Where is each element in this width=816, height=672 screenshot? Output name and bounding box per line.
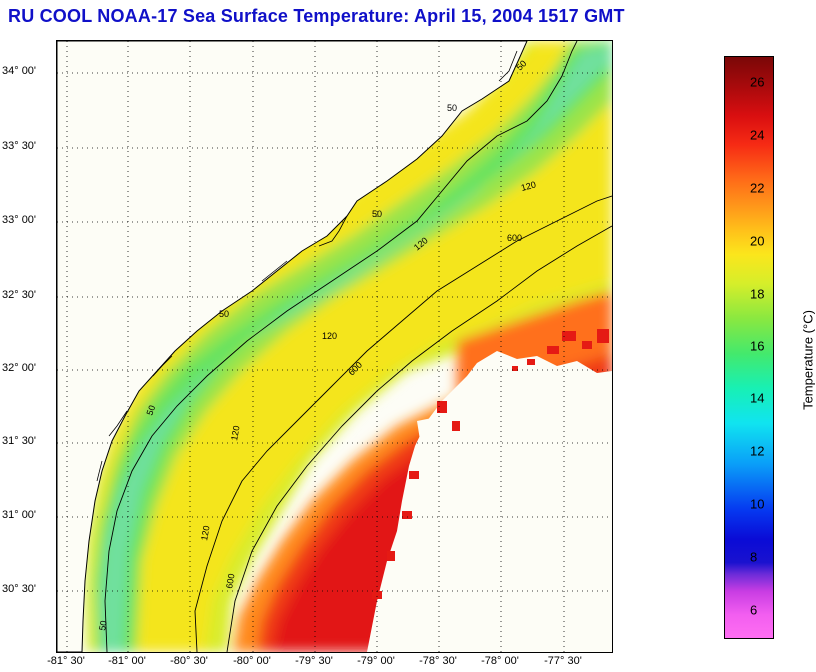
- lat-label-32-30: 32° 30': [2, 289, 37, 301]
- isobath-label-50d: 50: [219, 309, 229, 319]
- cbar-tick-16: 16: [750, 338, 765, 354]
- isobath-label-50f: 50: [97, 620, 109, 632]
- coastal-features: [96, 50, 518, 482]
- lat-label-33-30: 33° 30': [2, 140, 37, 152]
- isobath-label-120d: 120: [229, 425, 241, 442]
- lon-label-79-30: -79° 30': [295, 655, 333, 667]
- cbar-tick-22: 22: [750, 180, 765, 196]
- sst-field: [85, 41, 612, 652]
- cbar-tick-10: 10: [750, 496, 765, 512]
- lon-label-79-00: -79° 00': [357, 655, 395, 667]
- lon-label-80-00: -80° 00': [233, 655, 271, 667]
- lon-label-81-30: -81° 30': [47, 655, 85, 667]
- cbar-tick-6: 6: [750, 602, 758, 618]
- lat-label-33-00: 33° 00': [2, 214, 37, 226]
- colorbar-gradient: [725, 57, 773, 638]
- sst-map: 50 50 50 50 50 50 120 120 120 120 120 60…: [56, 40, 613, 653]
- cbar-tick-14: 14: [750, 390, 765, 406]
- isobath-50: [104, 41, 578, 652]
- cloud-mask: [367, 351, 612, 652]
- temperature-colorbar: [724, 56, 774, 639]
- isobath-label-50e: 50: [144, 404, 157, 417]
- isobath-label-600c: 600: [224, 573, 236, 590]
- lon-label-80-30: -80° 30': [170, 655, 208, 667]
- cloud-edge-speckles: [372, 329, 609, 599]
- isobath-label-50a: 50: [447, 103, 457, 113]
- isobath-label-50c: 50: [372, 209, 382, 219]
- lat-label-32-00: 32° 00': [2, 362, 37, 374]
- graticule: [57, 41, 612, 652]
- lon-label-81-00: -81° 00': [108, 655, 146, 667]
- colorbar-label: Temperature (°C): [800, 310, 816, 410]
- isobath-120: [194, 195, 612, 652]
- cbar-tick-26: 26: [750, 74, 765, 90]
- coastline: [57, 41, 528, 652]
- isobath-label-600a: 600: [507, 233, 522, 243]
- lon-label-78-30: -78° 30': [419, 655, 457, 667]
- cbar-tick-18: 18: [750, 286, 765, 302]
- lat-label-31-00: 31° 00': [2, 509, 37, 521]
- lat-label-34-00: 34° 00': [2, 65, 37, 77]
- isobath-label-120c: 120: [322, 331, 337, 341]
- lon-label-77-30: -77° 30': [544, 655, 582, 667]
- cbar-tick-8: 8: [750, 549, 758, 565]
- map-title: RU COOL NOAA-17 Sea Surface Temperature:…: [8, 6, 625, 26]
- cbar-tick-12: 12: [750, 443, 765, 459]
- lat-label-31-30: 31° 30': [2, 435, 37, 447]
- isobath-label-120e: 120: [199, 525, 211, 542]
- sst-map-svg: 50 50 50 50 50 50 120 120 120 120 120 60…: [57, 41, 612, 652]
- isobath-label-120a: 120: [520, 179, 537, 193]
- cbar-tick-20: 20: [750, 233, 765, 249]
- cbar-tick-24: 24: [750, 127, 765, 143]
- lon-label-78-00: -78° 00': [481, 655, 519, 667]
- lat-label-30-30: 30° 30': [2, 583, 37, 595]
